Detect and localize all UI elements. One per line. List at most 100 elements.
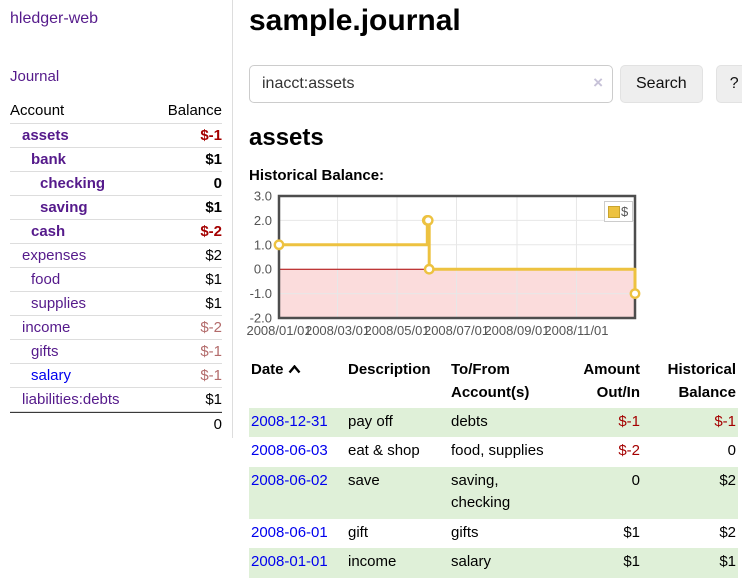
search-form: × Search ? bbox=[249, 65, 742, 103]
search-input[interactable] bbox=[249, 65, 613, 103]
register-row: 2008-06-01 gift gifts $1 $2 bbox=[249, 519, 738, 549]
x-tick-label: 2008/03/01 bbox=[305, 323, 370, 338]
accounts-table: Account Balance assets $-1 bank $1 check… bbox=[10, 99, 222, 436]
accounts-total: 0 bbox=[213, 416, 222, 433]
transaction-description: save bbox=[348, 471, 380, 489]
transaction-date-link[interactable]: 2008-06-01 bbox=[251, 523, 328, 541]
account-row: supplies $1 bbox=[10, 291, 222, 315]
sidebar-item-journal[interactable]: Journal bbox=[10, 68, 60, 85]
account-balance: 0 bbox=[213, 175, 222, 192]
account-row: expenses $2 bbox=[10, 243, 222, 267]
data-point-marker bbox=[273, 239, 285, 251]
account-balance: $1 bbox=[205, 199, 222, 216]
transaction-description: pay off bbox=[348, 412, 393, 430]
account-balance: $-2 bbox=[200, 223, 222, 240]
register-col-account: To/From Account(s) bbox=[451, 361, 530, 402]
chart-legend: $ bbox=[604, 201, 634, 222]
x-tick-label: 2008/11/01 bbox=[544, 323, 608, 338]
register-table: Date Description To/From Account(s) Amou… bbox=[249, 355, 738, 578]
main-content: sample.journal × Search ? assets Histori… bbox=[233, 0, 742, 578]
sidebar: hledger-web Journal Account Balance asse… bbox=[0, 0, 233, 438]
transaction-balance: $2 bbox=[719, 523, 736, 541]
account-balance: $1 bbox=[205, 391, 222, 408]
sidebar-account-expenses[interactable]: expenses bbox=[22, 247, 87, 264]
transaction-balance: $2 bbox=[719, 471, 736, 489]
account-row: gifts $-1 bbox=[10, 339, 222, 363]
chart-title: Historical Balance: bbox=[249, 167, 385, 184]
account-balance: $1 bbox=[205, 151, 222, 168]
register-col-amount: Amount Out/In bbox=[583, 361, 640, 402]
sidebar-account-salary[interactable]: salary bbox=[31, 367, 72, 384]
transaction-date-link[interactable]: 2008-06-02 bbox=[251, 471, 328, 489]
page-title: sample.journal bbox=[249, 4, 461, 37]
transaction-accounts: gifts bbox=[451, 523, 479, 541]
transaction-date-link[interactable]: 2008-01-01 bbox=[251, 553, 328, 570]
x-tick-label: 2008/05/01 bbox=[364, 323, 429, 338]
transaction-balance: 0 bbox=[727, 442, 736, 459]
data-point-marker bbox=[629, 288, 641, 300]
register-row: 2008-06-03 eat & shop food, supplies $-2… bbox=[249, 437, 738, 467]
transaction-date-link[interactable]: 2008-06-03 bbox=[251, 442, 328, 459]
account-row: income $-2 bbox=[10, 315, 222, 339]
accounts-total-row: 0 bbox=[10, 412, 222, 436]
sidebar-account-food[interactable]: food bbox=[31, 271, 61, 288]
sidebar-account-checking[interactable]: checking bbox=[40, 175, 106, 192]
register-row: 2008-01-01 income salary $1 $1 bbox=[249, 548, 738, 578]
transaction-accounts: saving, checking bbox=[451, 471, 511, 512]
accounts-col-balance: Balance bbox=[167, 102, 222, 119]
transaction-accounts: food, supplies bbox=[451, 442, 544, 459]
account-balance: $1 bbox=[205, 271, 222, 288]
brand-link[interactable]: hledger-web bbox=[10, 10, 99, 27]
sort-ascending-icon bbox=[288, 361, 301, 378]
account-row: liabilities:debts $1 bbox=[10, 387, 222, 412]
sidebar-account-supplies[interactable]: supplies bbox=[31, 295, 87, 312]
y-tick-label: 1.0 bbox=[254, 237, 272, 252]
x-tick-label: 2008/07/01 bbox=[424, 323, 489, 338]
transaction-amount: 0 bbox=[631, 471, 640, 489]
transaction-amount: $1 bbox=[623, 553, 640, 570]
transaction-description: gift bbox=[348, 523, 369, 541]
transaction-amount: $1 bbox=[623, 523, 640, 541]
data-point-marker bbox=[422, 215, 434, 226]
transaction-date-link[interactable]: 2008-12-31 bbox=[251, 412, 328, 430]
account-row: food $1 bbox=[10, 267, 222, 291]
legend-swatch-icon bbox=[608, 205, 620, 218]
y-tick-label: 2.0 bbox=[254, 213, 272, 228]
accounts-col-account: Account bbox=[10, 102, 65, 119]
account-row: saving $1 bbox=[10, 195, 222, 219]
help-button[interactable]: ? bbox=[715, 65, 742, 103]
historical-balance-chart: 3.0 2.0 1.0 0.0 -1.0 -2.0 2008/01/01 2008/03/01… bbox=[246, 189, 645, 341]
transaction-balance: $-1 bbox=[714, 412, 736, 430]
sidebar-account-income[interactable]: income bbox=[22, 319, 71, 336]
sidebar-account-saving[interactable]: saving bbox=[40, 199, 88, 216]
search-button[interactable]: Search bbox=[620, 65, 703, 103]
register-col-balance: Historical Balance bbox=[667, 361, 736, 402]
register-header-row: Date Description To/From Account(s) Amou… bbox=[249, 355, 738, 408]
register-col-description: Description bbox=[348, 361, 431, 378]
register-row: 2008-12-31 pay off debts $-1 $-1 bbox=[249, 407, 738, 437]
account-heading: assets bbox=[249, 124, 324, 151]
transaction-description: income bbox=[348, 553, 397, 570]
account-row: assets $-1 bbox=[10, 123, 222, 147]
sidebar-account-liabilities-debts[interactable]: liabilities:debts bbox=[22, 391, 120, 408]
transaction-accounts: debts bbox=[451, 412, 488, 430]
accounts-header-row: Account Balance bbox=[10, 99, 222, 123]
sidebar-account-gifts[interactable]: gifts bbox=[31, 343, 59, 360]
data-point-marker bbox=[423, 263, 435, 275]
sidebar-account-assets[interactable]: assets bbox=[22, 127, 69, 144]
account-balance: $1 bbox=[205, 295, 222, 312]
y-tick-label: -2.0 bbox=[250, 311, 272, 326]
y-tick-label: 0.0 bbox=[254, 262, 272, 277]
sidebar-account-bank[interactable]: bank bbox=[31, 151, 67, 168]
sidebar-account-cash[interactable]: cash bbox=[31, 223, 66, 240]
account-balance: $-1 bbox=[200, 343, 222, 360]
x-tick-label: 2008/01/01 bbox=[246, 323, 311, 338]
legend-label: $ bbox=[621, 204, 629, 219]
account-row: salary $-1 bbox=[10, 363, 222, 387]
register-col-date[interactable]: Date bbox=[249, 355, 346, 408]
x-tick-label: 2008/09/01 bbox=[484, 323, 549, 338]
clear-search-icon[interactable]: × bbox=[593, 73, 603, 92]
account-row: cash $-2 bbox=[10, 219, 222, 243]
transaction-balance: $1 bbox=[719, 553, 736, 570]
